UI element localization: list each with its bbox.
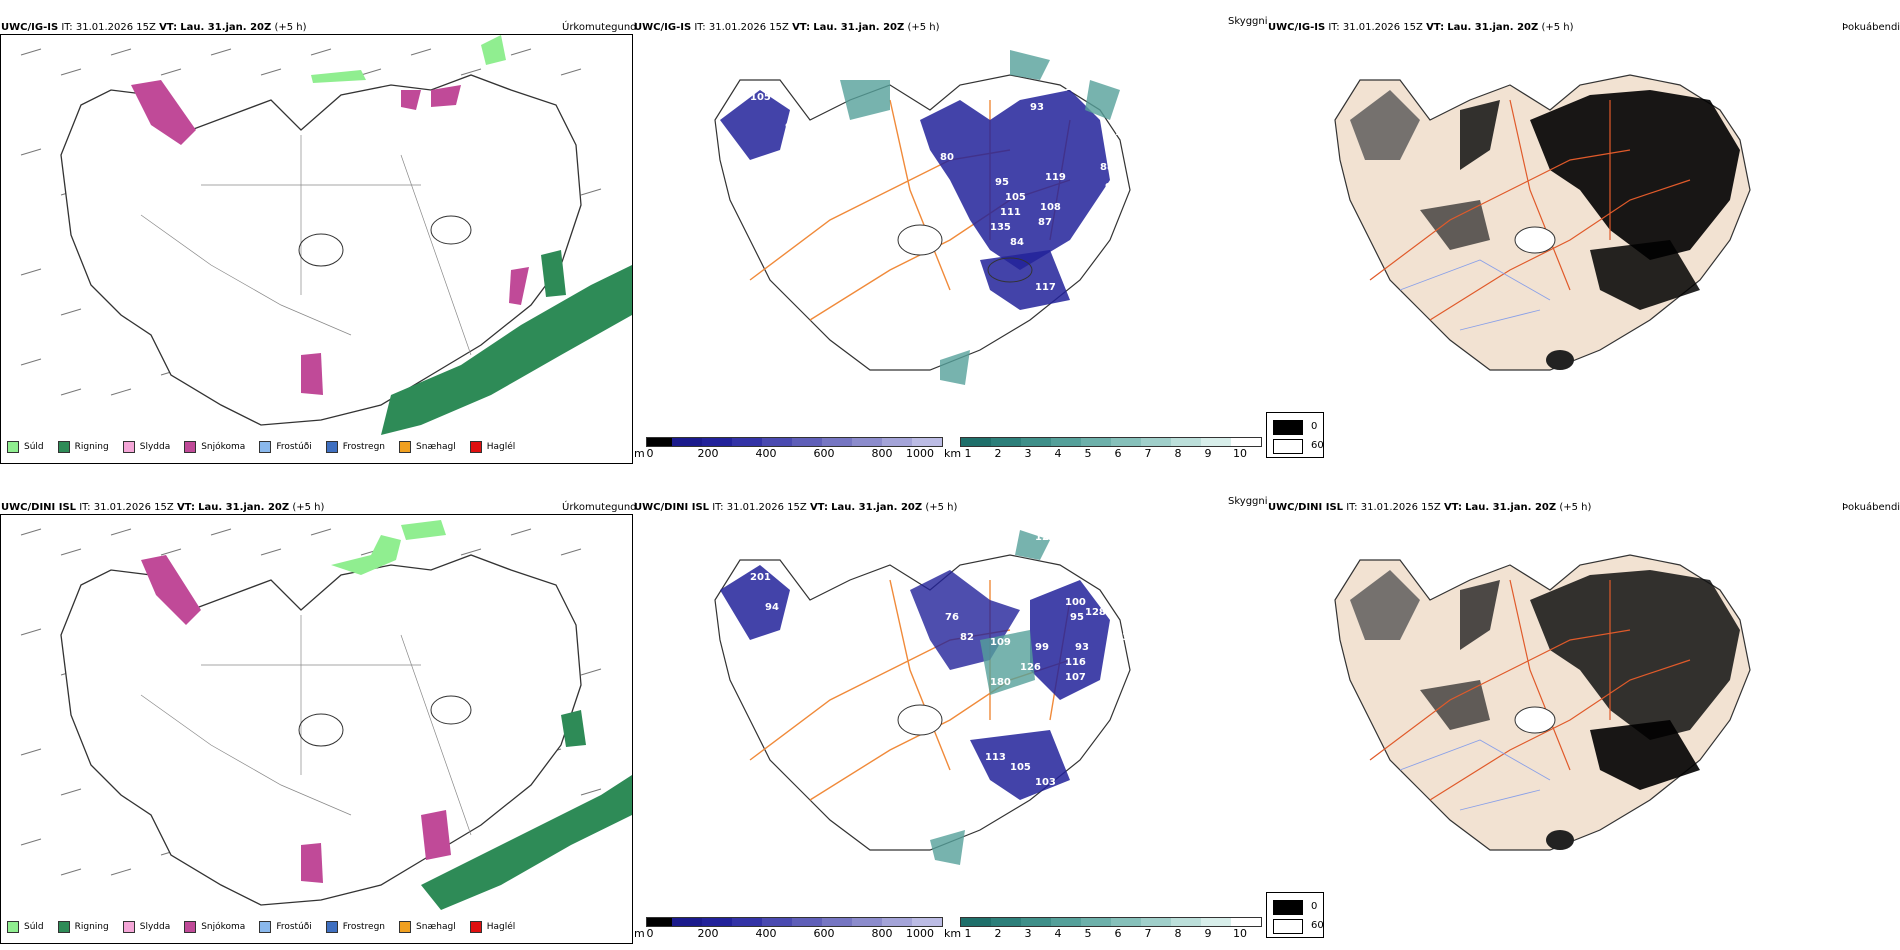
legend-item: Rigning [57,441,109,453]
value-label: 76 [945,612,959,623]
precip-map [20,35,632,435]
value-label: 109 [990,637,1011,648]
value-label: 94 [765,602,779,613]
legend-item: Haglél [469,441,515,453]
value-label: 93 [1030,102,1044,113]
visibility-map: 201 94 69 76 82 109 180 99 126 113 105 1… [714,530,1131,878]
value-label: 135 [990,222,1011,233]
ceiling-unit: m [634,927,645,940]
value-label: 84 [1010,237,1024,248]
ceiling-colorbar [646,437,943,447]
panel-header: UWC/IG-IS IT: 31.01.2026 15Z VT: Lau. 31… [634,22,940,33]
value-label: 99 [1095,202,1109,213]
value-label: 87 [1038,217,1052,228]
value-label: 92 [785,122,799,133]
value-label: 116 [1065,657,1086,668]
legend-item: Frostregn [325,441,385,453]
value-label: 80 [940,152,954,163]
value-label: 88 [1100,162,1114,173]
value-label: 95 [1070,612,1084,623]
panel-title: Úrkomutegund [562,22,637,33]
panel-header: UWC/DINI ISL IT: 31.01.2026 15Z VT: Lau.… [634,502,958,513]
legend-item: Slydda [122,441,170,453]
legend-item: Frostúði [259,921,312,933]
value-label: 83 [1115,632,1129,643]
value-label: 105 [1010,762,1031,773]
value-label: 95 [995,177,1009,188]
panel-title: Skyggni [1228,16,1268,27]
value-label: 99 [1035,642,1049,653]
panel-header: UWC/IG-IS IT: 31.01.2026 15Z VT: Lau. 31… [1268,22,1574,33]
value-label: 201 [750,572,771,583]
value-label: 130 [1065,82,1086,93]
value-label: 107 [1065,672,1086,683]
value-label: 119 [1045,172,1066,183]
precip-legend: Súld Rigning Slydda Snjókoma Frostúði Fr… [7,921,529,933]
value-label: 103 [1035,777,1056,788]
fog-map [1334,554,1751,851]
legend-item: Frostúði [259,441,312,453]
row-1: UWC/IG-IS IT: 31.01.2026 15Z VT: Lau. 31… [0,0,1900,470]
visibility-unit: km [944,927,962,940]
value-label: 117 [1035,282,1056,293]
ceiling-ticks: 0 200 400 600 800 1000 [646,447,935,460]
visibility-ticks: 1 2 3 4 5 6 7 8 9 10 [964,927,1248,940]
legend-item: Haglél [469,921,515,933]
ceiling-ticks: 0 200 400 600 800 1000 [646,927,935,940]
panel-title: Úrkomutegund [562,502,637,513]
panel-title: Þokuábendi [1842,22,1900,33]
ceiling-colorbar [646,917,943,927]
value-label: 93 [1075,642,1089,653]
precip-map-frame: Súld Rigning Slydda Snjókoma Frostúði Fr… [0,514,633,944]
value-label: 76 [938,387,952,398]
legend-item: Snæhagl [399,441,456,453]
value-label: 111 [1000,207,1021,218]
value-label: 69 [780,632,794,643]
legend-item: Súld [7,921,44,933]
precip-map [20,520,632,910]
value-label: 126 [1035,532,1056,543]
panel-title: Þokuábendi [1842,502,1900,513]
precip-map-frame: Súld Rigning Slydda Snjókoma Frostúði Fr… [0,34,633,464]
row-2: UWC/DINI ISL IT: 31.01.2026 15Z VT: Lau.… [0,480,1900,950]
value-label: 113 [985,752,1006,763]
value-label: 100 [1065,597,1086,608]
legend-item: Snæhagl [399,921,456,933]
panel-header: UWC/DINI ISL IT: 31.01.2026 15Z VT: Lau.… [1268,502,1592,513]
legend-item: Rigning [57,921,109,933]
legend-item: Frostregn [325,921,385,933]
panel-header: UWC/DINI ISL IT: 31.01.2026 15Z VT: Lau.… [1,502,325,513]
value-label: 97 [925,182,939,193]
legend-item: Snjókoma [184,921,245,933]
value-label: 96 [1105,182,1119,193]
value-label: 180 [990,677,1011,688]
value-label: 105 [750,92,771,103]
fog-legend: 0 60 [1266,892,1324,938]
value-label: 128 [1085,607,1106,618]
value-label: 110 [935,867,956,878]
ceiling-unit: m [634,447,645,460]
legend-item: Slydda [122,921,170,933]
legend-item: Súld [7,441,44,453]
value-label: 82 [960,632,974,643]
visibility-ticks: 1 2 3 4 5 6 7 8 9 10 [964,447,1248,460]
panel-title: Skyggni [1228,496,1268,507]
visibility-colorbar [960,437,1262,447]
iceland-outline [60,74,582,426]
visibility-unit: km [944,447,962,460]
fog-map [1334,74,1751,371]
visibility-colorbar [960,917,1262,927]
value-label: 105 [1005,192,1026,203]
value-label: 83 [785,177,799,188]
precip-legend: Súld Rigning Slydda Snjókoma Frostúði Fr… [7,441,529,453]
value-label: 136 [1115,127,1136,138]
value-label: 108 [1040,202,1061,213]
visibility-map: 105 92 83 80 97 95 105 111 135 84 108 87… [714,50,1136,398]
iceland-outline [60,554,582,906]
legend-item: Snjókoma [184,441,245,453]
panel-header: UWC/IG-IS IT: 31.01.2026 15Z VT: Lau. 31… [1,22,307,33]
value-label: 126 [1020,662,1041,673]
fog-legend: 0 60 [1266,412,1324,458]
